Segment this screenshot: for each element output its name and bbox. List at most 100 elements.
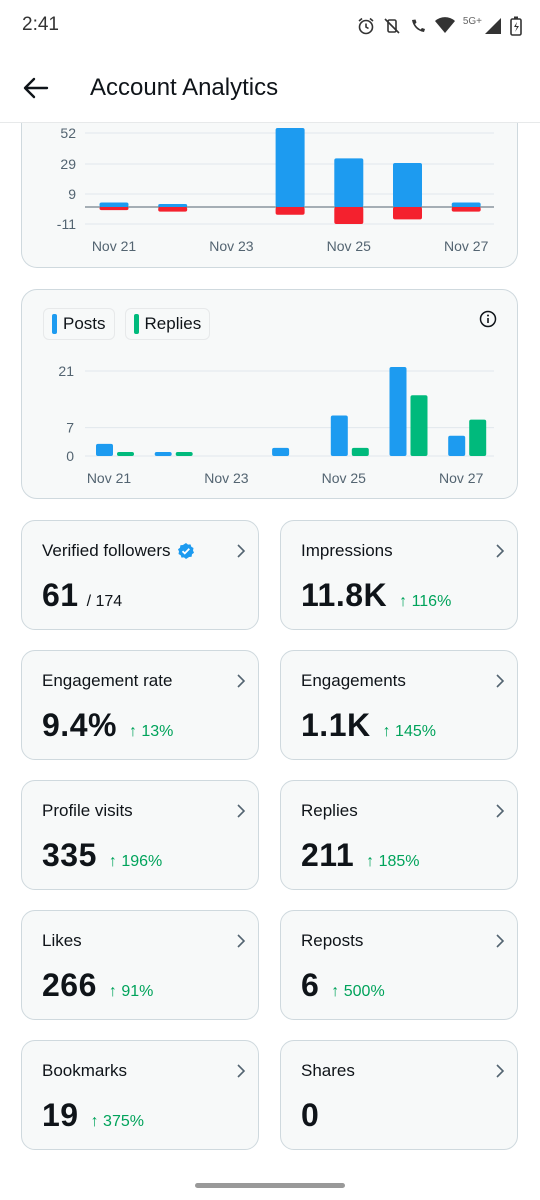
metric-value-row: 9.4% ↑ 13%	[42, 707, 173, 744]
metric-value: 211	[301, 837, 355, 873]
bar-positive[interactable]	[334, 158, 364, 207]
metric-card[interactable]: Bookmarks 19 ↑ 375%	[21, 1040, 259, 1150]
page-title: Account Analytics	[90, 74, 279, 101]
metric-value: 9.4%	[42, 707, 117, 743]
metric-change: ↑ 500%	[331, 983, 385, 1000]
metric-card[interactable]: Verified followers 61 / 174	[21, 520, 259, 630]
x-tick-label: Nov 27	[444, 238, 489, 254]
bar-negative[interactable]	[334, 207, 364, 224]
chevron-right-icon	[496, 804, 505, 818]
status-icons: 5G+	[357, 14, 522, 38]
chevron-right-icon	[496, 674, 505, 688]
bar-negative[interactable]	[451, 207, 481, 212]
metric-change: ↑ 145%	[382, 723, 436, 740]
metric-label-row: Engagements	[301, 671, 406, 691]
chevron-right-icon	[237, 804, 246, 818]
bar-replies[interactable]	[351, 447, 369, 456]
metric-label: Engagements	[301, 671, 406, 690]
y-tick-label: -11	[57, 216, 76, 232]
bar-posts[interactable]	[272, 447, 290, 456]
metric-card[interactable]: Replies 211 ↑ 185%	[280, 780, 518, 890]
bar-replies[interactable]	[117, 451, 134, 456]
chevron-right-icon	[237, 544, 246, 558]
metric-value-row: 211 ↑ 185%	[301, 837, 420, 874]
signal-icon	[485, 18, 501, 34]
metric-card[interactable]: Engagement rate 9.4% ↑ 13%	[21, 650, 259, 760]
battery-icon	[510, 16, 522, 36]
alarm-icon	[358, 17, 374, 35]
y-tick-label: 21	[58, 363, 74, 379]
metric-label: Reposts	[301, 931, 364, 950]
metric-value-row: 335 ↑ 196%	[42, 837, 162, 874]
metric-label: Likes	[42, 931, 82, 950]
bar-posts[interactable]	[330, 415, 348, 456]
bar-positive[interactable]	[393, 162, 422, 207]
next-row-peek	[0, 1160, 540, 1200]
metric-label: Shares	[301, 1061, 355, 1080]
metric-value-row: 61 / 174	[42, 577, 122, 614]
metric-label-row: Shares	[301, 1061, 355, 1081]
info-icon[interactable]	[479, 310, 497, 328]
metric-label-row: Profile visits	[42, 801, 133, 821]
chevron-right-icon	[237, 674, 246, 688]
metric-change: ↑ 375%	[90, 1113, 144, 1130]
metric-label-row: Verified followers	[42, 541, 195, 561]
bar-posts[interactable]	[96, 443, 113, 456]
network-type: 5G+	[462, 15, 482, 27]
status-time: 2:41	[22, 14, 59, 35]
metric-card[interactable]: Engagements 1.1K ↑ 145%	[280, 650, 518, 760]
bar-posts[interactable]	[389, 366, 407, 456]
bar-replies[interactable]	[410, 395, 428, 456]
bar-posts[interactable]	[154, 451, 172, 456]
legend-posts[interactable]: Posts	[43, 308, 115, 340]
y-tick-label: 9	[68, 186, 76, 202]
gesture-nav-handle[interactable]	[195, 1183, 345, 1188]
chevron-right-icon	[237, 1064, 246, 1078]
bar-negative[interactable]	[275, 207, 305, 215]
metric-card[interactable]: Profile visits 335 ↑ 196%	[21, 780, 259, 890]
engagement-diverging-chart-card: 52 29 9 -11 Nov 21 Nov 23 Nov 25 Nov 27	[21, 100, 518, 268]
x-tick-label: Nov 21	[92, 238, 137, 254]
legend-replies[interactable]: Replies	[124, 308, 211, 340]
bar-replies[interactable]	[469, 419, 487, 456]
bar-posts[interactable]	[448, 435, 466, 456]
back-button[interactable]	[20, 72, 52, 104]
bar-positive[interactable]	[451, 202, 481, 207]
metric-change: ↑ 185%	[366, 853, 420, 870]
metric-card[interactable]: Reposts 6 ↑ 500%	[280, 910, 518, 1020]
wifi-icon	[434, 17, 455, 33]
metric-value: 6	[301, 967, 320, 1003]
y-tick-label: 0	[66, 448, 74, 464]
metric-card[interactable]: Shares 0	[280, 1040, 518, 1150]
y-tick-label: 52	[60, 125, 76, 141]
metric-value: 11.8K	[301, 577, 388, 613]
metric-label: Impressions	[301, 541, 393, 560]
metric-value-row: 1.1K ↑ 145%	[301, 707, 436, 744]
metric-card[interactable]: Likes 266 ↑ 91%	[21, 910, 259, 1020]
metric-value: 61	[42, 577, 79, 613]
bar-negative[interactable]	[99, 207, 129, 211]
bar-positive[interactable]	[158, 203, 188, 207]
x-tick-label: Nov 21	[87, 470, 132, 486]
legend-label-replies: Replies	[144, 314, 202, 333]
metric-card[interactable]: Impressions 11.8K ↑ 116%	[280, 520, 518, 630]
x-tick-label: Nov 27	[439, 470, 484, 486]
bar-positive[interactable]	[275, 128, 305, 207]
x-tick-label: Nov 25	[322, 470, 367, 486]
metric-label-row: Impressions	[301, 541, 393, 561]
metric-label: Bookmarks	[42, 1061, 128, 1080]
wifi-calling-icon	[411, 19, 425, 32]
metric-value: 1.1K	[301, 707, 371, 743]
chevron-right-icon	[496, 934, 505, 948]
metric-label-row: Reposts	[301, 931, 363, 951]
bar-positive[interactable]	[99, 202, 129, 207]
bar-negative[interactable]	[158, 207, 188, 212]
metric-value-row: 11.8K ↑ 116%	[301, 577, 451, 614]
metric-value: 19	[42, 1097, 79, 1133]
x-tick-label: Nov 23	[204, 470, 249, 486]
bar-replies[interactable]	[175, 451, 193, 456]
metric-label: Engagement rate	[42, 671, 173, 690]
x-tick-label: Nov 23	[209, 238, 254, 254]
metric-value: 0	[301, 1097, 320, 1133]
bar-negative[interactable]	[393, 207, 422, 220]
